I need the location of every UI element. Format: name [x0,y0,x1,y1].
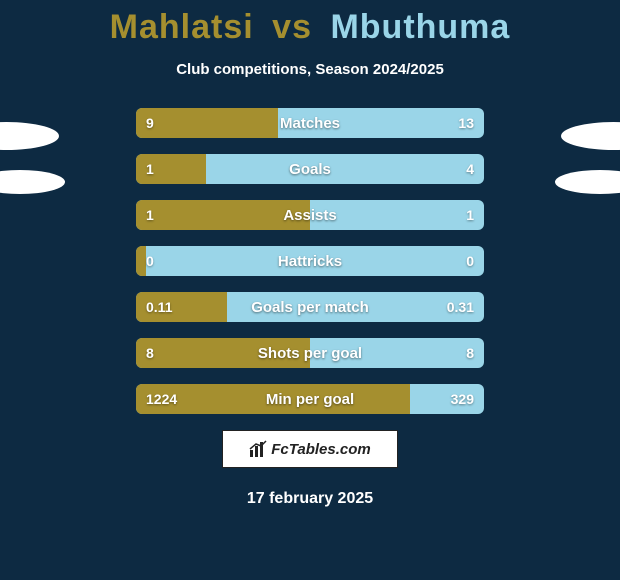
stat-label: Goals per match [136,292,484,322]
stat-label: Matches [136,108,484,138]
bars-container: 913Matches 14Goals 11Assists 00Hattricks 0.1… [136,108,484,414]
left-decor-oval-1 [0,122,59,150]
stat-bar: 00Hattricks [136,246,484,276]
stat-bar: 14Goals [136,154,484,184]
comparison-content: 913Matches 14Goals 11Assists 00Hattricks 0.1… [0,108,620,508]
site-name: FcTables.com [271,441,370,458]
page-title: Mahlatsi vs Mbuthuma [0,0,620,47]
player-left-name: Mahlatsi [110,8,254,46]
stat-bar: 0.110.31Goals per match [136,292,484,322]
left-decor-oval-2 [0,170,65,194]
stat-label: Min per goal [136,384,484,414]
stat-label: Shots per goal [136,338,484,368]
stat-bar: 1224329Min per goal [136,384,484,414]
stat-bar: 11Assists [136,200,484,230]
site-badge: FcTables.com [222,430,398,468]
stat-label: Assists [136,200,484,230]
footer-date: 17 february 2025 [0,490,620,508]
stat-bar: 88Shots per goal [136,338,484,368]
player-right-name: Mbuthuma [330,8,510,46]
right-decor-oval-2 [555,170,620,194]
stat-label: Goals [136,154,484,184]
subtitle: Club competitions, Season 2024/2025 [0,61,620,78]
chart-icon [249,440,267,458]
stat-bar: 913Matches [136,108,484,138]
vs-label: vs [272,8,312,46]
stat-label: Hattricks [136,246,484,276]
right-decor-oval-1 [561,122,620,150]
